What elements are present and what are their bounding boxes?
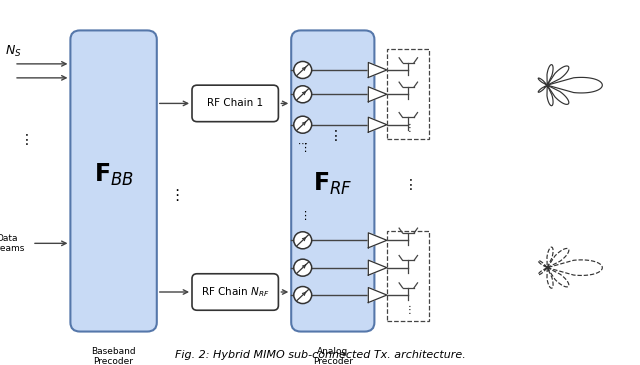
FancyBboxPatch shape: [70, 30, 157, 331]
Circle shape: [294, 287, 312, 304]
Polygon shape: [369, 233, 387, 248]
Bar: [387, 49, 429, 139]
Text: $\cdots$: $\cdots$: [298, 138, 308, 148]
Polygon shape: [369, 288, 387, 303]
Polygon shape: [369, 62, 387, 77]
Text: RF Chain $N_{RF}$: RF Chain $N_{RF}$: [201, 285, 269, 299]
Circle shape: [294, 232, 312, 249]
Text: Analog
Precoder: Analog Precoder: [313, 347, 353, 365]
FancyBboxPatch shape: [192, 85, 278, 122]
Text: $\vdots$: $\vdots$: [299, 141, 307, 154]
Text: $\vdots$: $\vdots$: [404, 303, 412, 316]
Text: RF Chain 1: RF Chain 1: [207, 99, 263, 108]
Text: $\vdots$: $\vdots$: [404, 121, 412, 134]
Text: Baseband
Precoder: Baseband Precoder: [92, 347, 136, 365]
Text: $N_S$: $N_S$: [5, 44, 22, 59]
Text: $\vdots$: $\vdots$: [299, 210, 307, 222]
Polygon shape: [369, 87, 387, 102]
Text: $\mathbf{F}_{BB}$: $\mathbf{F}_{BB}$: [93, 162, 134, 188]
Polygon shape: [369, 117, 387, 132]
FancyBboxPatch shape: [192, 274, 278, 310]
Bar: [387, 231, 429, 320]
Text: Fig. 2: Hybrid MIMO sub-connected Tx. architecture.: Fig. 2: Hybrid MIMO sub-connected Tx. ar…: [175, 350, 465, 360]
Text: $\vdots$: $\vdots$: [403, 177, 413, 192]
Text: $\vdots$: $\vdots$: [19, 132, 29, 147]
Circle shape: [294, 61, 312, 78]
Circle shape: [294, 259, 312, 276]
Polygon shape: [369, 260, 387, 275]
Text: $\vdots$: $\vdots$: [328, 128, 338, 143]
Text: Data
Streams: Data Streams: [0, 234, 25, 253]
FancyBboxPatch shape: [291, 30, 374, 331]
Circle shape: [294, 86, 312, 103]
Text: $\mathbf{F}_{RF}$: $\mathbf{F}_{RF}$: [313, 171, 353, 197]
Text: $\vdots$: $\vdots$: [169, 187, 180, 203]
Circle shape: [294, 116, 312, 133]
